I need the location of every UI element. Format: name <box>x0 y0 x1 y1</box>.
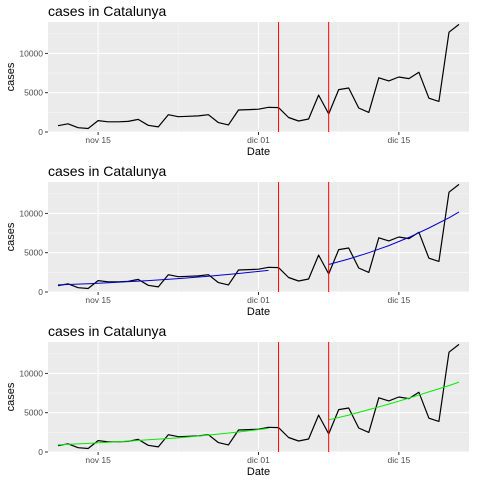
y-axis-title: cases <box>5 382 17 411</box>
y-axis-title: cases <box>5 62 17 91</box>
chart-panel-1: cases in Catalunya nov 15 dic 01 dic 15 0 500… <box>5 3 469 158</box>
x-tick-label: dic 01 <box>247 455 270 465</box>
y-tick-label: 0 <box>38 127 43 137</box>
x-tick-label: dic 15 <box>387 295 410 305</box>
x-tick-label: dic 15 <box>387 455 410 465</box>
fit-curve-after <box>328 211 460 265</box>
x-tick-label: dic 01 <box>247 135 270 145</box>
y-tick-label: 5000 <box>24 248 43 258</box>
chart-title: cases in Catalunya <box>48 3 167 19</box>
y-tick-label: 10000 <box>19 368 43 378</box>
x-tick-label: nov 15 <box>85 135 111 145</box>
chart-title: cases in Catalunya <box>48 323 167 339</box>
x-tick-label: dic 01 <box>247 295 270 305</box>
x-axis-title: Date <box>247 466 270 478</box>
y-tick-label: 0 <box>38 447 43 457</box>
chart-title: cases in Catalunya <box>48 163 167 179</box>
y-tick-label: 0 <box>38 287 43 297</box>
x-tick-label: dic 15 <box>387 135 410 145</box>
cases-series-line <box>57 23 460 130</box>
y-axis-title: cases <box>5 222 17 251</box>
fit-curve-after <box>328 381 460 421</box>
fit-curve-before <box>57 427 269 446</box>
y-tick-label: 10000 <box>19 208 43 218</box>
chart-panel-2: cases in Catalunya nov 15 dic 01 dic 15 0 500… <box>5 163 469 318</box>
x-axis-title: Date <box>247 306 270 318</box>
x-axis-title: Date <box>247 146 270 158</box>
chart-panel-3: cases in Catalunya nov 15 dic 01 dic 15 0 500… <box>5 323 469 478</box>
y-tick-label: 10000 <box>19 48 43 58</box>
x-tick-label: nov 15 <box>85 455 111 465</box>
x-tick-label: nov 15 <box>85 295 111 305</box>
y-tick-label: 5000 <box>24 408 43 418</box>
y-tick-label: 5000 <box>24 88 43 98</box>
fit-curve-before <box>57 269 269 286</box>
